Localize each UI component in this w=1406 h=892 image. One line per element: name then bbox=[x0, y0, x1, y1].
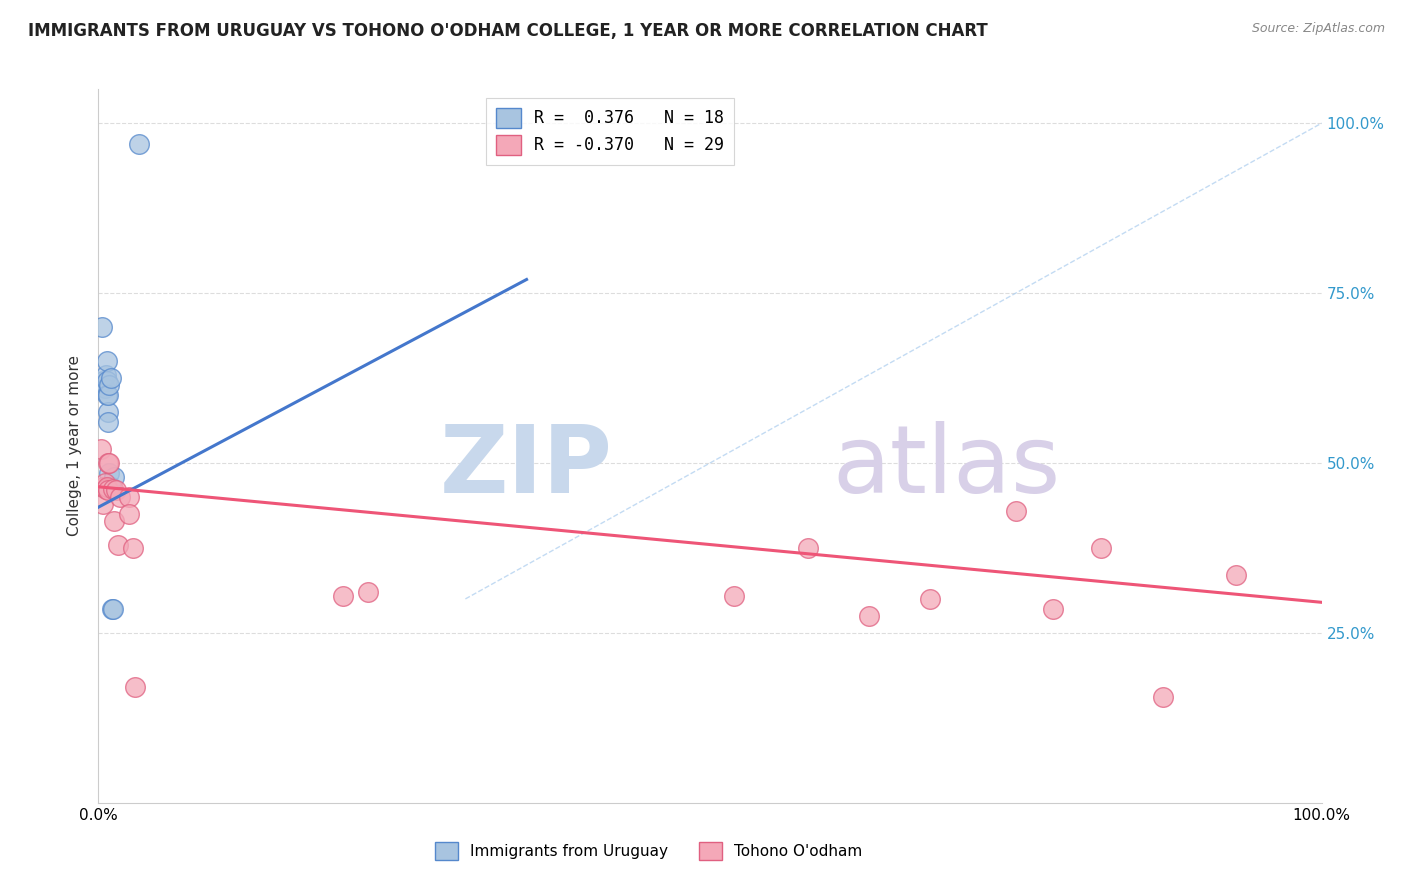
Text: atlas: atlas bbox=[832, 421, 1060, 514]
Point bbox=[104, 483, 127, 498]
Point bbox=[94, 368, 117, 382]
Point bbox=[98, 466, 121, 480]
Point bbox=[110, 490, 132, 504]
Point bbox=[101, 602, 124, 616]
Point bbox=[1225, 568, 1247, 582]
Point bbox=[1042, 602, 1064, 616]
Point bbox=[356, 585, 378, 599]
Point bbox=[97, 405, 120, 419]
Point bbox=[1152, 690, 1174, 705]
Point bbox=[1004, 503, 1026, 517]
Text: Source: ZipAtlas.com: Source: ZipAtlas.com bbox=[1251, 22, 1385, 36]
Point bbox=[1090, 541, 1112, 555]
Point bbox=[96, 480, 118, 494]
Point bbox=[103, 469, 125, 483]
Point bbox=[101, 482, 124, 496]
Point bbox=[96, 354, 118, 368]
Y-axis label: College, 1 year or more: College, 1 year or more bbox=[67, 356, 83, 536]
Point bbox=[107, 537, 129, 551]
Point bbox=[103, 514, 125, 528]
Point bbox=[858, 608, 880, 623]
Point bbox=[723, 589, 745, 603]
Point bbox=[94, 482, 117, 496]
Point bbox=[100, 480, 122, 494]
Legend: Immigrants from Uruguay, Tohono O'odham: Immigrants from Uruguay, Tohono O'odham bbox=[429, 836, 869, 866]
Point bbox=[93, 381, 115, 395]
Point bbox=[97, 388, 120, 402]
Point bbox=[920, 591, 942, 606]
Point bbox=[121, 541, 143, 555]
Point bbox=[124, 680, 146, 694]
Point bbox=[332, 589, 354, 603]
Point bbox=[118, 507, 141, 521]
Point bbox=[91, 375, 114, 389]
Point bbox=[97, 456, 120, 470]
Point bbox=[100, 371, 122, 385]
Point bbox=[93, 476, 115, 491]
Point bbox=[97, 415, 120, 429]
Point bbox=[96, 375, 118, 389]
Point bbox=[128, 136, 150, 151]
Point bbox=[101, 602, 124, 616]
Point bbox=[91, 480, 114, 494]
Point bbox=[91, 320, 114, 334]
Point bbox=[98, 456, 121, 470]
Point bbox=[98, 377, 121, 392]
Point bbox=[91, 497, 114, 511]
Point bbox=[118, 490, 141, 504]
Point bbox=[90, 442, 112, 457]
Text: IMMIGRANTS FROM URUGUAY VS TOHONO O'ODHAM COLLEGE, 1 YEAR OR MORE CORRELATION CH: IMMIGRANTS FROM URUGUAY VS TOHONO O'ODHA… bbox=[28, 22, 988, 40]
Point bbox=[797, 541, 820, 555]
Text: ZIP: ZIP bbox=[439, 421, 612, 514]
Point bbox=[96, 388, 118, 402]
Point bbox=[97, 483, 120, 498]
